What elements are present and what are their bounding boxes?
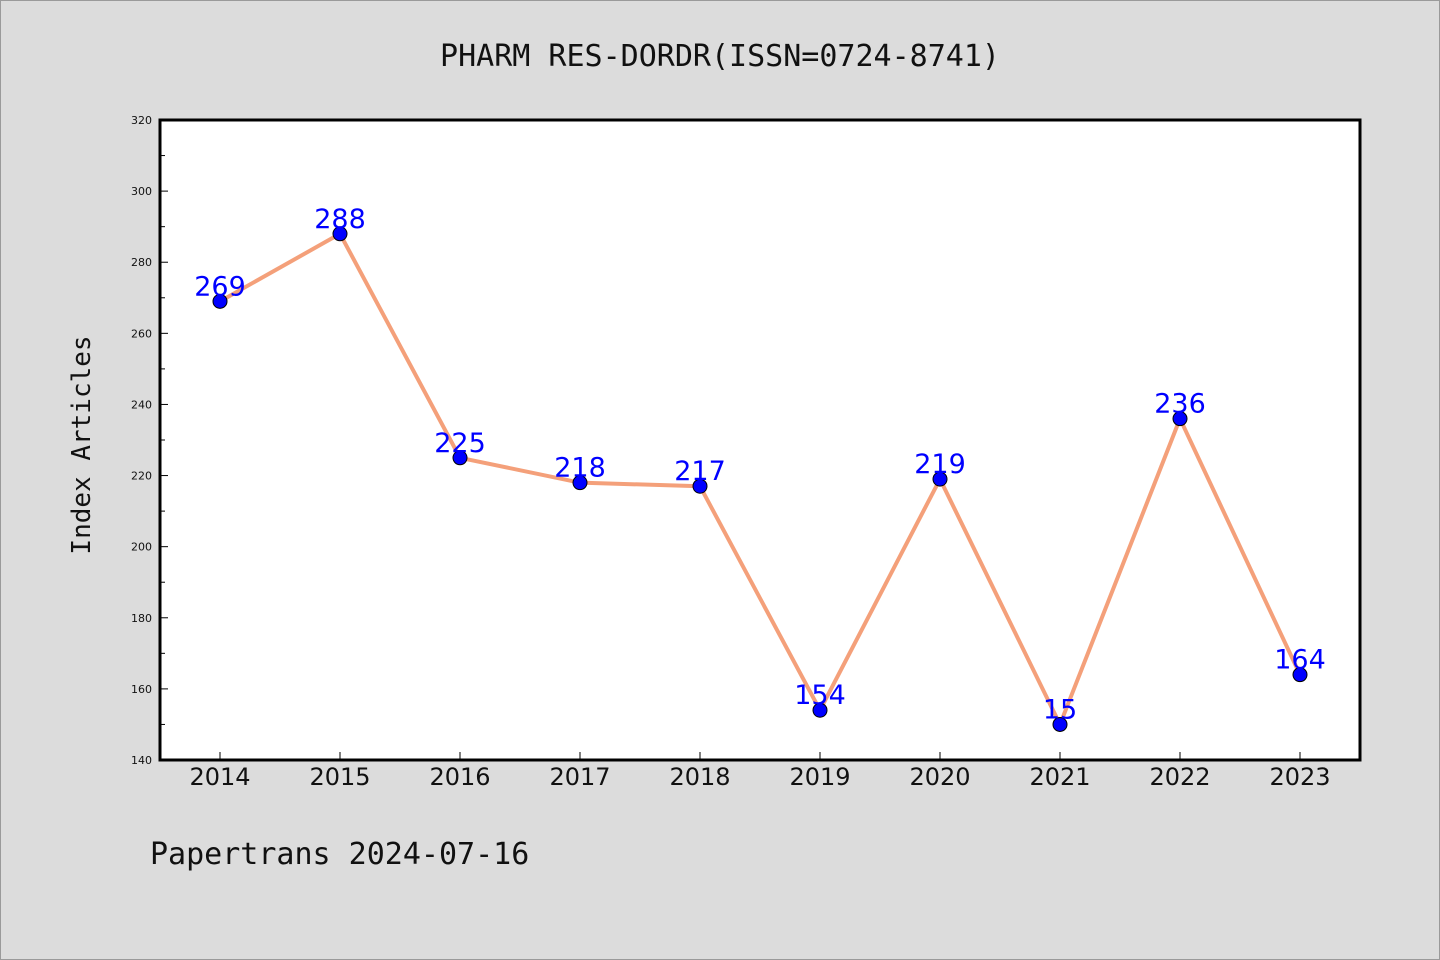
data-label: 219 xyxy=(914,449,966,480)
data-point xyxy=(212,293,228,309)
data-label: 217 xyxy=(674,456,726,487)
x-axis: 2014 2015 2016 2017 2018 2019 2020 2021 2022 2023 xyxy=(189,752,1331,791)
x-tick-label: 2016 xyxy=(429,763,490,791)
x-tick-label: 2019 xyxy=(789,763,850,791)
chart-title: PHARM RES-DORDR(ISSN=0724-8741) xyxy=(440,39,1000,74)
data-label: 288 xyxy=(314,204,366,235)
data-point xyxy=(452,450,468,466)
y-tick-label: 320 xyxy=(131,114,152,127)
data-point xyxy=(332,226,348,242)
y-tick-label: 200 xyxy=(131,541,152,554)
y-tick-label: 140 xyxy=(131,754,152,767)
data-label: 218 xyxy=(554,453,606,484)
y-tick-label: 300 xyxy=(131,185,152,198)
data-label: 164 xyxy=(1274,645,1326,676)
data-point xyxy=(1172,411,1188,427)
x-tick-label: 2015 xyxy=(309,763,370,791)
y-tick-label: 260 xyxy=(131,327,152,340)
data-label: 236 xyxy=(1154,389,1206,420)
data-point xyxy=(572,475,588,491)
data-point xyxy=(1052,716,1068,732)
data-point xyxy=(692,478,708,494)
data-points xyxy=(212,226,1308,732)
data-labels: 269 288 225 218 217 154 219 15 236 164 xyxy=(194,204,1326,726)
x-tick-label: 2020 xyxy=(909,763,970,791)
y-tick-label: 180 xyxy=(131,612,152,625)
data-point xyxy=(1292,667,1308,683)
y-tick-label: 220 xyxy=(131,470,152,483)
data-label: 15 xyxy=(1043,694,1077,725)
y-tick-label: 280 xyxy=(131,256,152,269)
data-point xyxy=(812,702,828,718)
data-label: 269 xyxy=(194,271,246,302)
plot-area xyxy=(158,118,1362,762)
x-tick-label: 2023 xyxy=(1269,763,1330,791)
y-axis-label: Index Articles xyxy=(67,335,97,554)
y-axis: 140 160 180 200 220 240 260 280 300 320 xyxy=(131,114,168,767)
y-tick-label: 240 xyxy=(131,398,152,411)
x-tick-label: 2022 xyxy=(1149,763,1210,791)
x-tick-label: 2021 xyxy=(1029,763,1090,791)
footer-text: Papertrans 2024-07-16 xyxy=(150,837,529,872)
data-label: 154 xyxy=(794,680,846,711)
y-tick-label: 160 xyxy=(131,683,152,696)
data-label: 225 xyxy=(434,428,486,459)
x-tick-label: 2017 xyxy=(549,763,610,791)
x-tick-label: 2014 xyxy=(189,763,250,791)
data-point xyxy=(932,471,948,487)
x-tick-label: 2018 xyxy=(669,763,730,791)
series-line xyxy=(219,231,1302,727)
